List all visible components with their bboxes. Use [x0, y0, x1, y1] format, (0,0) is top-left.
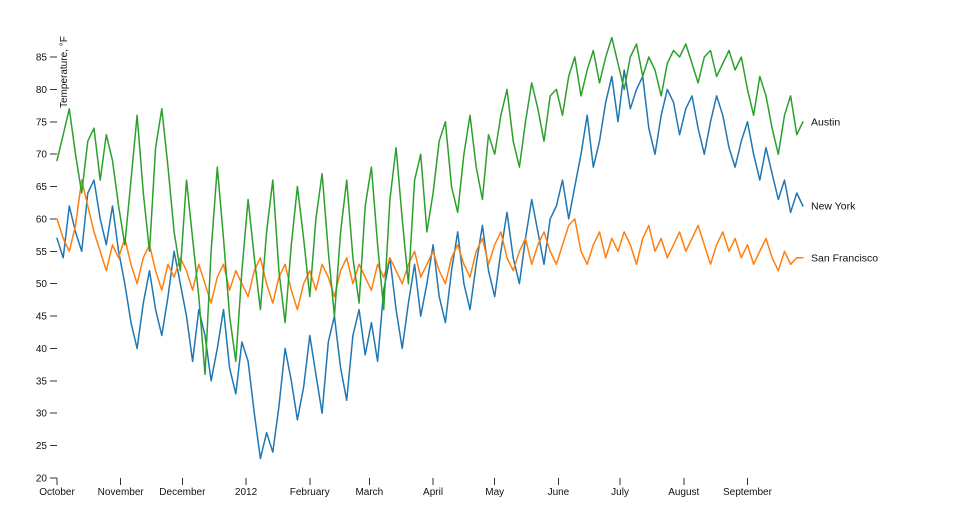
y-axis-tick-label: 45	[36, 312, 48, 323]
y-axis-tick-label: 50	[36, 279, 48, 290]
y-axis-tick-label: 55	[36, 247, 48, 258]
x-axis-tick-label: July	[611, 487, 629, 498]
y-axis-tick-label: 65	[36, 182, 48, 193]
y-axis-tick-label: 35	[36, 376, 48, 387]
x-axis-tick-label: September	[723, 487, 773, 498]
x-axis-tick-label: May	[485, 487, 504, 498]
x-axis-tick-label: November	[98, 487, 145, 498]
y-axis-tick-label: 40	[36, 344, 48, 355]
series-line-new-york	[56, 69, 804, 460]
x-axis-tick-label: April	[423, 487, 443, 498]
y-axis-tick-label: 20	[36, 474, 48, 485]
y-axis-tick-label: 75	[36, 117, 48, 128]
series-label-new-york: New York	[811, 200, 856, 212]
y-axis-tick-label: 25	[36, 441, 48, 452]
y-axis-title: Temperature, °F	[59, 36, 70, 108]
y-axis-tick-label: 85	[36, 53, 48, 64]
x-axis-tick-label: March	[355, 487, 383, 498]
series-line-austin	[56, 36, 804, 376]
y-axis-tick-label: 30	[36, 409, 48, 420]
x-axis-tick-label: August	[668, 487, 699, 498]
series-label-austin: Austin	[811, 116, 840, 128]
x-axis-tick-label: 2012	[235, 487, 258, 498]
y-axis-tick-label: 80	[36, 85, 48, 96]
x-axis-tick-label: October	[39, 487, 75, 498]
x-axis-tick-label: December	[159, 487, 206, 498]
y-axis-tick-label: 60	[36, 214, 48, 225]
series-label-san-francisco: San Francisco	[811, 252, 878, 264]
y-axis-tick-label: 70	[36, 150, 48, 161]
x-axis-tick-label: February	[290, 487, 330, 498]
x-axis-tick-label: June	[548, 487, 570, 498]
